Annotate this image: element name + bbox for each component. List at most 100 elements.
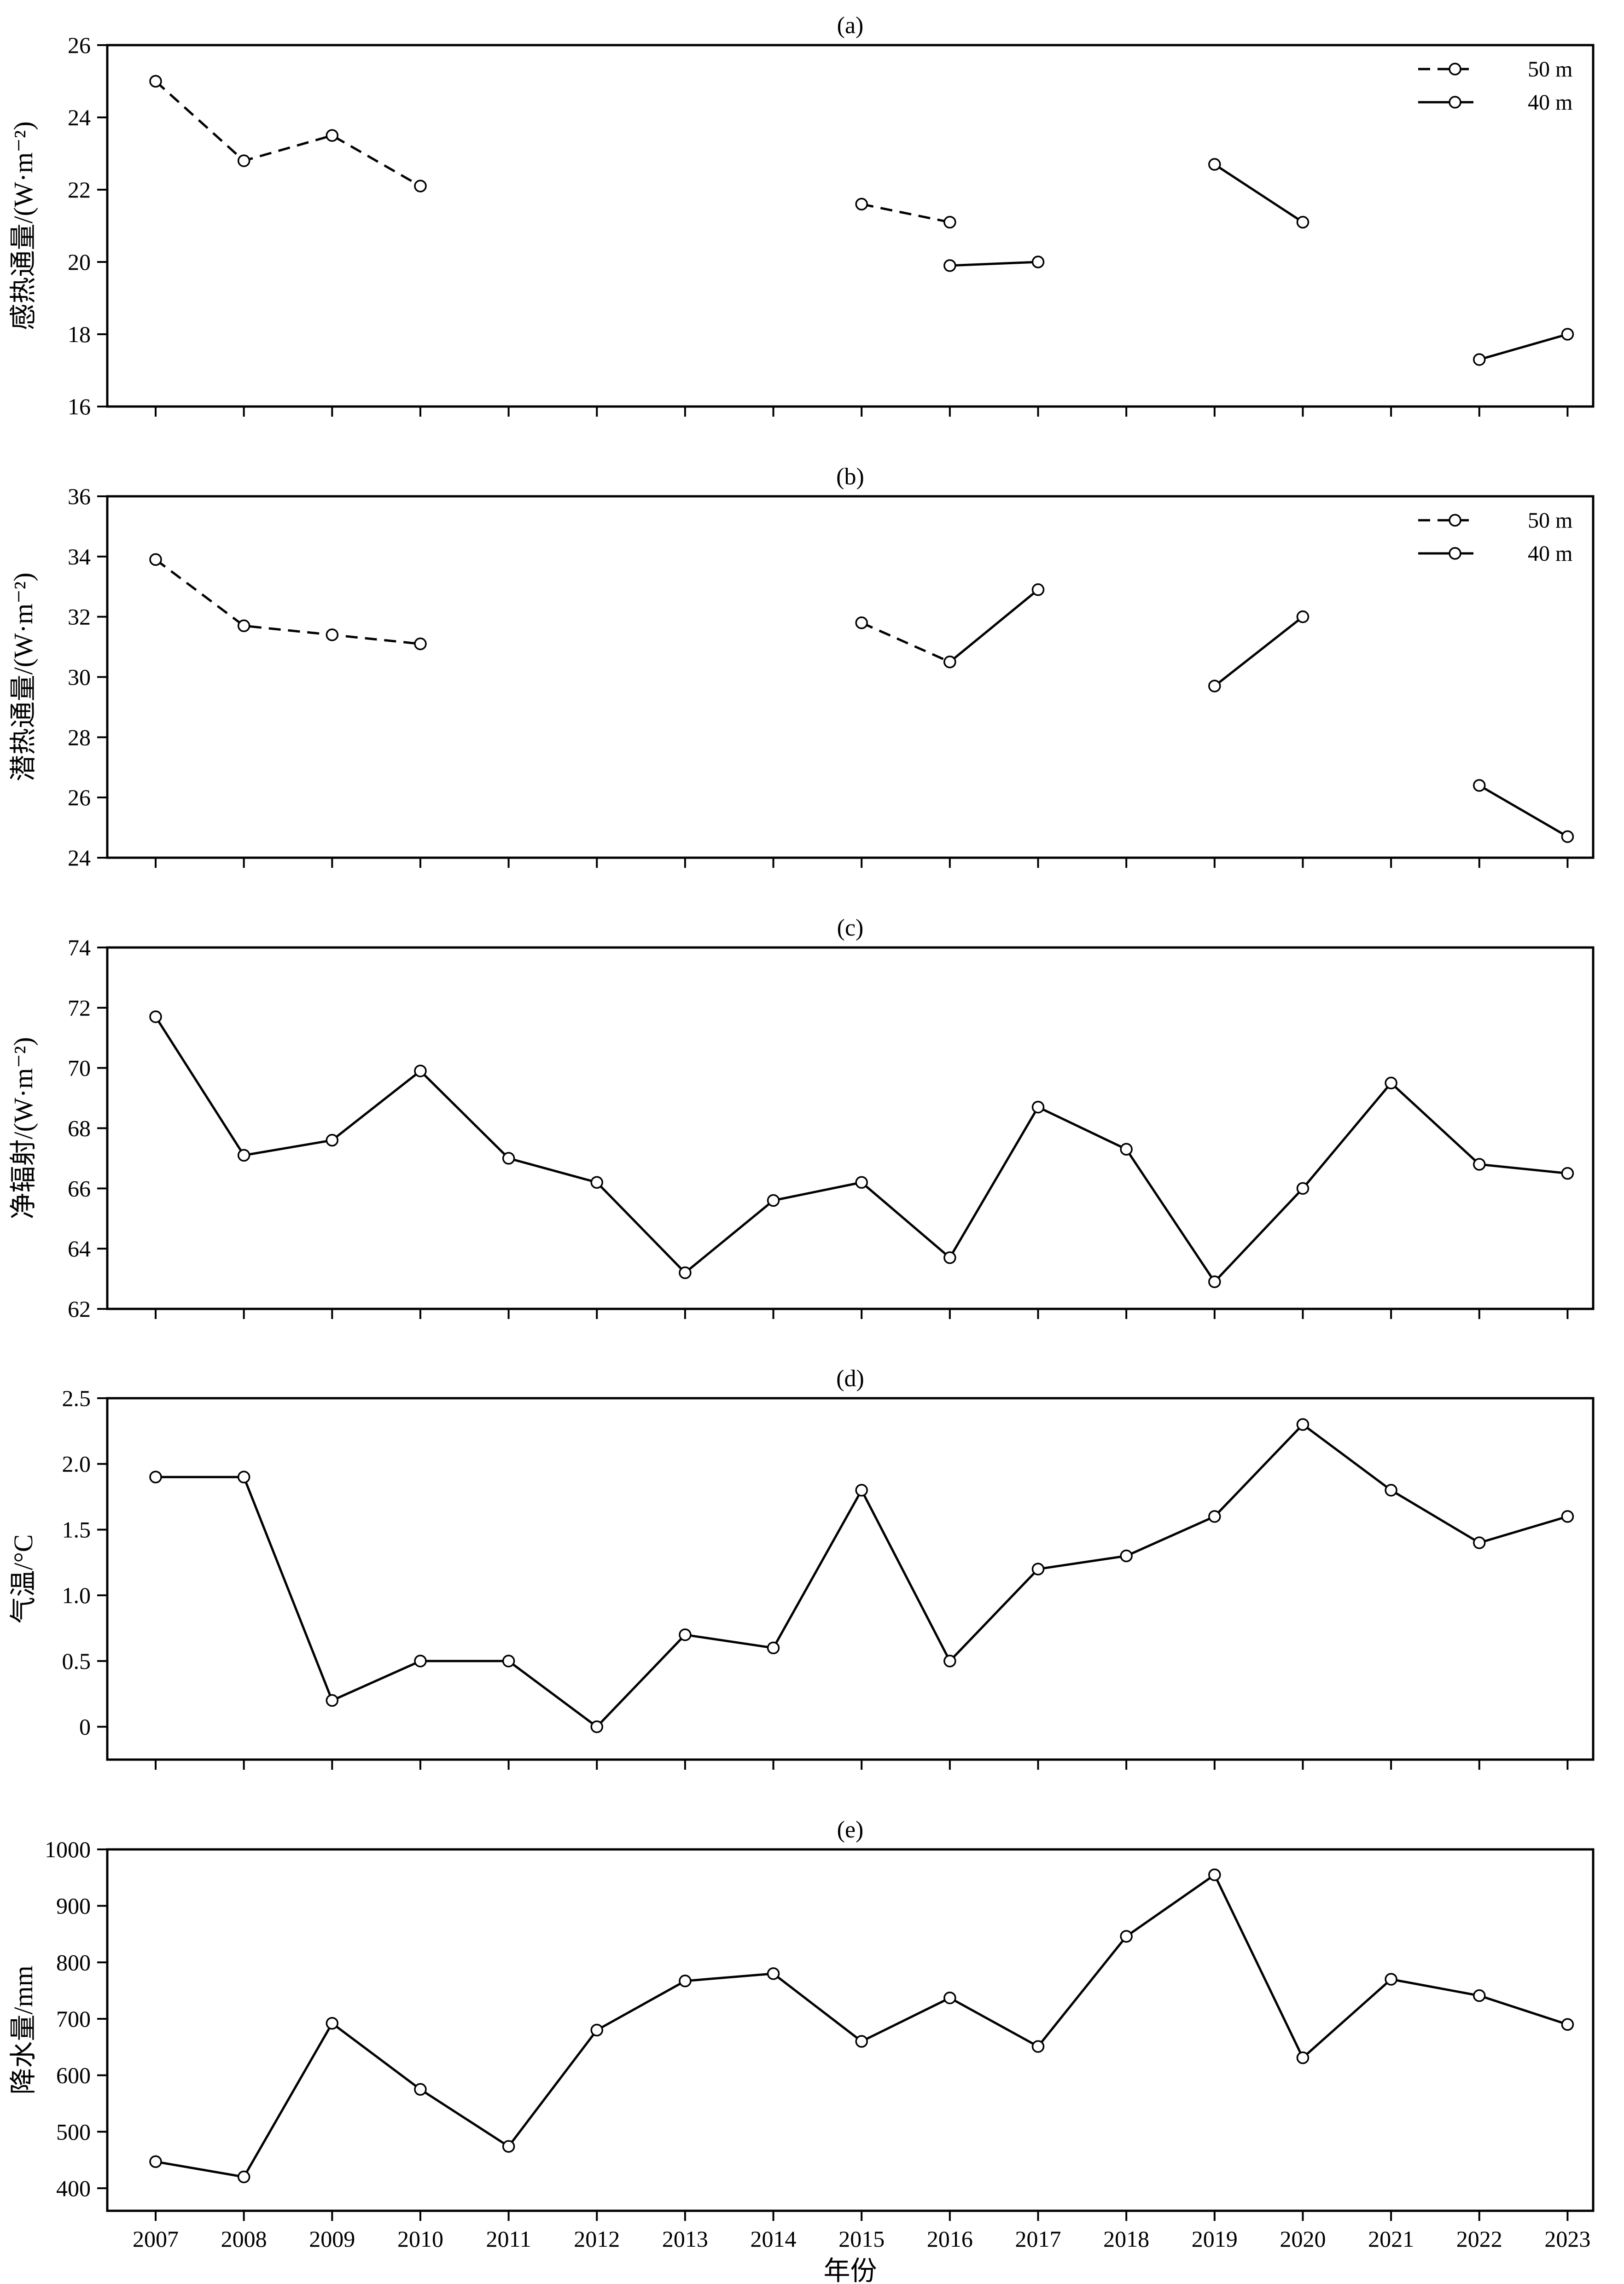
data-point — [1385, 1076, 1397, 1090]
data-point — [414, 1064, 427, 1077]
legend-label: 40 m — [1528, 90, 1572, 115]
y-tick-label: 0 — [79, 1714, 91, 1740]
data-point — [1120, 1143, 1133, 1156]
y-tick-label: 700 — [56, 2006, 91, 2032]
data-point — [1296, 610, 1310, 623]
data-point — [1031, 256, 1045, 268]
panel-title: (e) — [837, 1817, 864, 1843]
series-line-50m — [155, 558, 421, 645]
data-point — [326, 2017, 339, 2030]
plot-frame — [106, 44, 1595, 408]
y-tick-label: 68 — [68, 1116, 91, 1141]
y-tick-label: 32 — [68, 604, 91, 630]
y-axis-title: 潜热通量/(W·m⁻²) — [8, 573, 38, 782]
data-point — [414, 1655, 427, 1668]
data-point — [1561, 1167, 1574, 1180]
x-tick-label: 2011 — [486, 2226, 531, 2252]
x-axis-title: 年份 — [823, 2256, 877, 2284]
series-line-40m — [1214, 163, 1304, 223]
legend-label: 50 m — [1528, 57, 1572, 81]
data-point — [1561, 2018, 1574, 2031]
data-point — [237, 1149, 250, 1162]
legend-marker — [1449, 63, 1461, 76]
y-tick-label: 24 — [68, 105, 91, 130]
panel-e: (e) 降水量/mm 400 500 600 700 800 900 1000 — [8, 1817, 1595, 2221]
data-point — [414, 180, 427, 192]
data-point — [1473, 353, 1486, 366]
data-point — [237, 154, 250, 167]
y-tick-label: 400 — [56, 2175, 91, 2201]
data-point — [1473, 1536, 1486, 1549]
y-tick-label: 64 — [68, 1236, 91, 1261]
data-point — [679, 1628, 692, 1641]
y-tick-label: 66 — [68, 1175, 91, 1201]
data-point — [502, 1655, 515, 1668]
data-point — [326, 1694, 339, 1707]
data-point — [1296, 1418, 1310, 1431]
x-tick-label: 2007 — [133, 2226, 179, 2252]
y-tick-label: 500 — [56, 2119, 91, 2145]
data-point — [679, 1975, 692, 1988]
data-point — [943, 1655, 956, 1668]
data-point — [590, 1176, 603, 1189]
data-point — [943, 1251, 956, 1264]
series-line-main — [156, 1423, 1568, 1728]
y-tick-label: 1.5 — [62, 1517, 91, 1542]
x-tick-label: 2017 — [1015, 2226, 1061, 2252]
panel-title: (d) — [836, 1366, 864, 1392]
x-tick-label: 2020 — [1280, 2226, 1326, 2252]
data-point — [326, 1133, 339, 1147]
series-line-40m — [949, 261, 1038, 267]
panel-b: (b) 潜热通量/(W·m⁻²) 24 26 28 30 32 34 36 50 m 40 m — [8, 464, 1595, 871]
x-tick-label: 2009 — [309, 2226, 355, 2252]
data-point — [414, 2083, 427, 2096]
x-tick-label: 2015 — [838, 2226, 885, 2252]
panel-d: (d) 气温/°C 0 0.5 1.0 1.5 2.0 2.5 — [8, 1366, 1595, 1770]
data-point — [1473, 1989, 1486, 2002]
data-point — [1120, 1930, 1133, 1943]
series-line-50m — [861, 622, 950, 663]
y-axis-title: 气温/°C — [8, 1534, 38, 1624]
y-tick-label: 34 — [68, 544, 91, 570]
data-point — [943, 656, 956, 668]
data-point — [1208, 1275, 1221, 1288]
y-tick-label: 62 — [68, 1296, 91, 1322]
y-tick-label: 26 — [68, 785, 91, 810]
x-tick-label: 2022 — [1456, 2226, 1502, 2252]
data-point — [855, 2035, 868, 2048]
plot-frame — [106, 1848, 1595, 2212]
y-tick-label: 74 — [68, 935, 91, 960]
data-point — [1208, 158, 1221, 171]
data-point — [590, 1720, 603, 1733]
data-point — [1120, 1549, 1133, 1563]
data-point — [326, 628, 339, 641]
x-tick-label: 2012 — [574, 2226, 620, 2252]
data-point — [237, 1470, 250, 1484]
data-point — [237, 619, 250, 633]
data-point — [1561, 328, 1574, 341]
y-axis-title: 降水量/mm — [8, 1965, 38, 2094]
plot-frame — [106, 1397, 1595, 1761]
series-line-50m — [155, 80, 421, 187]
data-point — [1208, 1510, 1221, 1523]
plot-frame — [106, 495, 1595, 859]
data-point — [149, 1010, 162, 1023]
y-tick-label: 0.5 — [62, 1648, 91, 1674]
y-tick-label: 20 — [68, 249, 91, 275]
data-point — [855, 1484, 868, 1497]
y-axis-title: 感热通量/(W·m⁻²) — [8, 122, 38, 331]
y-tick-label: 1000 — [45, 1836, 91, 1862]
data-point — [943, 215, 956, 229]
data-point — [414, 637, 427, 651]
data-point — [679, 1266, 692, 1279]
panel-title: (a) — [837, 12, 864, 39]
legend-marker — [1449, 514, 1461, 527]
legend-marker — [1449, 547, 1461, 560]
data-point — [149, 75, 162, 88]
panel-a: (a) 感热通量/(W·m⁻²) 16 18 20 22 24 26 50 m 40 m — [8, 12, 1595, 419]
data-point — [1473, 779, 1486, 792]
data-point — [1385, 1973, 1397, 1986]
y-tick-label: 70 — [68, 1055, 91, 1081]
data-point — [149, 2155, 162, 2168]
